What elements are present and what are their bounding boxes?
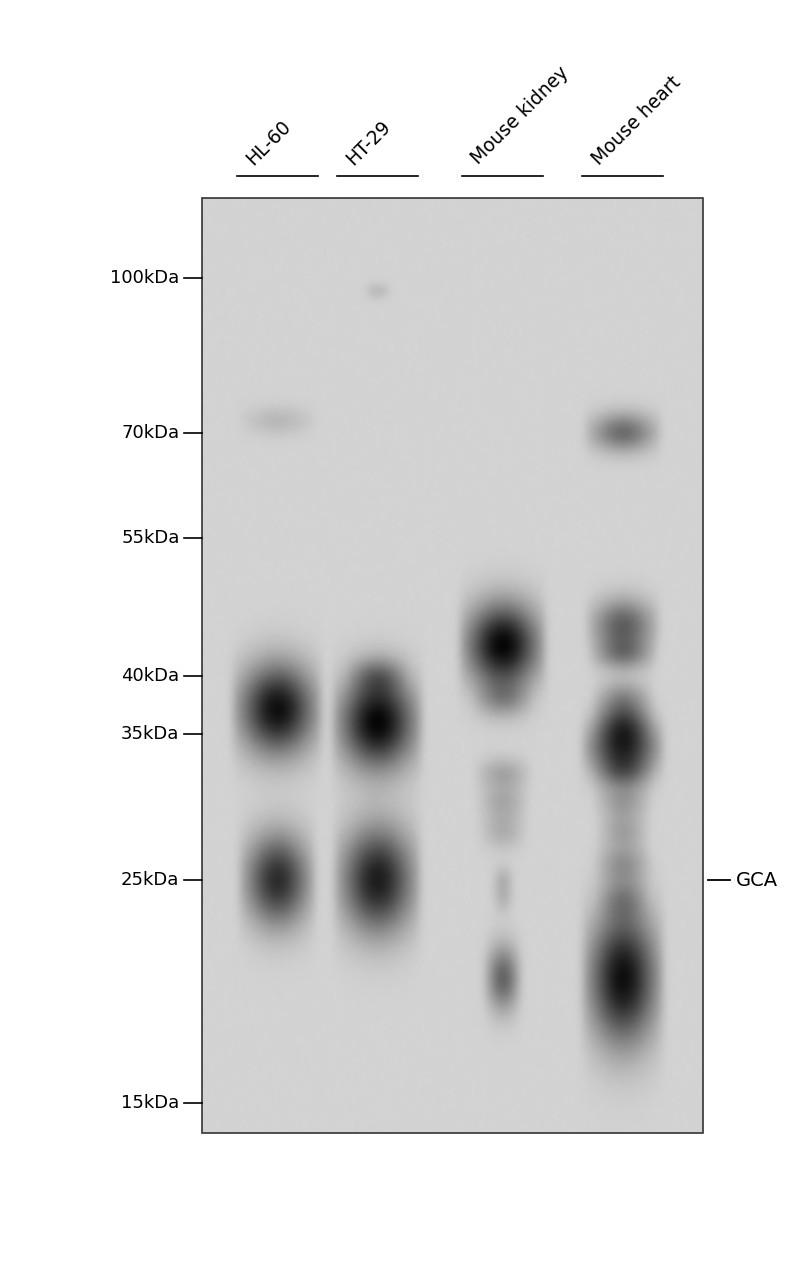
Text: Mouse kidney: Mouse kidney bbox=[468, 64, 572, 169]
Text: Mouse heart: Mouse heart bbox=[588, 72, 684, 169]
Text: 55kDa: 55kDa bbox=[121, 529, 179, 547]
Text: HT-29: HT-29 bbox=[343, 116, 395, 169]
Text: HL-60: HL-60 bbox=[243, 116, 295, 169]
Text: 25kDa: 25kDa bbox=[121, 872, 179, 890]
Text: 35kDa: 35kDa bbox=[121, 726, 179, 744]
Text: GCA: GCA bbox=[736, 870, 778, 890]
Text: 70kDa: 70kDa bbox=[121, 424, 179, 442]
Bar bbox=[202, 198, 703, 1133]
Text: 15kDa: 15kDa bbox=[121, 1093, 179, 1111]
Text: 100kDa: 100kDa bbox=[110, 269, 179, 287]
Text: 40kDa: 40kDa bbox=[121, 667, 179, 685]
